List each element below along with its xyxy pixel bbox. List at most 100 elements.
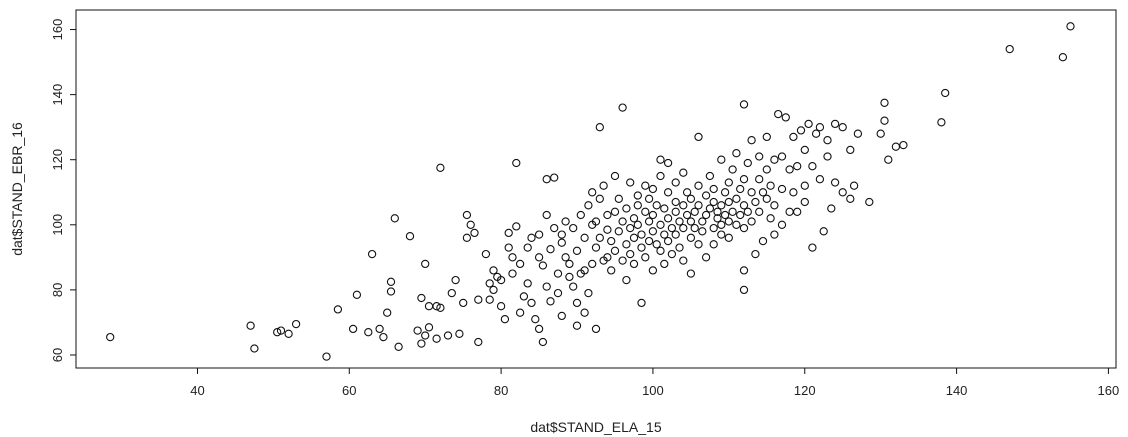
data-point	[830, 178, 840, 187]
data-point	[884, 155, 893, 164]
data-point	[827, 204, 836, 213]
data-point	[489, 266, 498, 275]
data-point	[629, 214, 639, 223]
data-point	[352, 290, 362, 299]
data-point	[739, 100, 749, 109]
data-point	[546, 297, 555, 306]
data-point	[709, 197, 718, 207]
data-point	[846, 145, 855, 155]
data-point	[633, 191, 642, 200]
data-point	[766, 181, 775, 190]
x-axis: 40 60 80 100 120 140 160	[190, 368, 1119, 398]
data-point	[641, 253, 650, 262]
data-point	[717, 201, 726, 210]
data-point	[432, 334, 441, 343]
data-point	[462, 233, 472, 242]
data-point	[648, 266, 658, 275]
data-point	[629, 259, 639, 269]
data-point	[496, 302, 506, 311]
data-point	[663, 158, 673, 168]
data-point	[610, 171, 620, 181]
data-point	[717, 155, 726, 164]
data-point	[686, 233, 696, 242]
data-point	[489, 285, 498, 295]
data-point	[663, 236, 673, 246]
x-axis-title: dat$STAND_ELA_15	[530, 419, 661, 435]
data-point	[379, 332, 388, 342]
data-point	[633, 220, 642, 229]
data-point	[523, 243, 532, 252]
data-point	[736, 210, 745, 220]
data-point	[523, 279, 532, 288]
data-point	[375, 324, 384, 334]
x-tick-label: 60	[342, 383, 356, 398]
data-point	[709, 223, 718, 233]
data-point	[614, 194, 623, 203]
data-point	[732, 194, 741, 203]
data-point	[421, 331, 430, 340]
data-point	[542, 282, 551, 291]
data-point	[808, 162, 817, 171]
data-point	[424, 302, 434, 311]
y-tick-label: 140	[50, 84, 65, 106]
data-point	[519, 292, 529, 301]
data-point	[542, 175, 551, 184]
data-point	[698, 227, 707, 236]
data-point	[770, 230, 779, 239]
data-point	[747, 136, 756, 145]
data-point	[500, 315, 510, 324]
data-point	[576, 210, 585, 220]
data-point	[899, 140, 908, 150]
data-point	[618, 256, 627, 265]
y-tick-label: 80	[50, 283, 65, 297]
data-point	[793, 162, 802, 171]
data-point	[880, 116, 889, 125]
data-point	[534, 230, 544, 239]
data-point	[671, 230, 680, 239]
data-point	[675, 217, 684, 226]
data-point	[512, 158, 521, 168]
data-point	[800, 145, 809, 155]
data-point	[880, 98, 889, 107]
data-point	[652, 201, 661, 210]
data-point	[800, 197, 809, 207]
data-point	[785, 207, 794, 216]
data-point	[580, 233, 589, 242]
data-point	[701, 210, 711, 220]
data-point	[561, 253, 570, 262]
data-point	[724, 217, 733, 226]
data-point	[633, 201, 642, 210]
data-point	[383, 308, 392, 317]
data-point	[709, 240, 718, 249]
data-point	[588, 259, 597, 269]
data-point	[591, 217, 601, 226]
data-point	[496, 275, 506, 285]
data-point	[603, 253, 612, 262]
data-point	[656, 171, 665, 181]
y-tick-label: 160	[50, 19, 65, 41]
data-point	[626, 249, 635, 259]
data-point	[755, 152, 764, 161]
data-point	[591, 324, 601, 334]
data-point	[793, 207, 802, 216]
data-point	[557, 230, 566, 239]
data-point	[595, 123, 604, 132]
data-point	[276, 326, 286, 335]
data-point	[770, 155, 779, 164]
data-point	[766, 214, 775, 223]
data-point	[603, 210, 612, 220]
data-point	[739, 175, 749, 184]
data-point	[709, 184, 718, 194]
data-point	[333, 305, 343, 314]
data-point	[694, 240, 703, 249]
data-point	[679, 223, 688, 233]
data-point	[626, 223, 635, 233]
data-point	[386, 287, 396, 296]
y-axis-title: dat$STAND_EBR_16	[9, 122, 25, 256]
data-point	[838, 188, 847, 197]
data-point	[724, 197, 733, 207]
data-point	[853, 129, 863, 138]
data-point	[508, 269, 517, 278]
data-point	[291, 319, 301, 329]
data-point	[618, 217, 627, 226]
